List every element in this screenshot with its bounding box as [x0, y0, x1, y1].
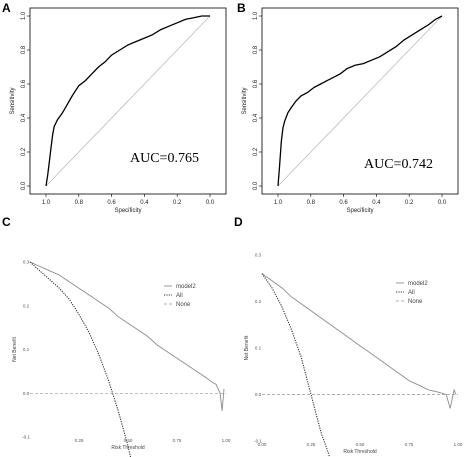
panel-b-y-tick-label: 0.2 [253, 147, 259, 156]
panel-b-letter: B [237, 1, 246, 15]
panel-b-plot: 1.0 0.8 0.6 0.4 0.2 0.0 0.0 0.2 0.4 0.6 0.8 1.0 Spec… [242, 11, 447, 214]
panel-b-x-tick-label: 0.4 [372, 200, 381, 206]
panel-d-legend-label: None [408, 299, 423, 305]
panel-b-auc-annotation: AUC=0.742 [364, 157, 433, 172]
panel-c: C 0.25 0.50 0.75 1.00 -0.1 0.0 0.1 0.2 0.3 Risk T… [2, 215, 231, 457]
panel-a-y-tick-label: 0.4 [21, 113, 27, 122]
panel-d-plot: 0.00 0.25 0.50 0.75 1.00 -0.1 0.0 0.1 0.2 0.3 Risk… [244, 253, 463, 457]
panel-a-y-tick-label: 0.8 [21, 45, 27, 54]
panel-c-x-tick-label: 1.00 [222, 438, 231, 443]
panel-c-plot: 0.25 0.50 0.75 1.00 -0.1 0.0 0.1 0.2 0.3 Risk Thr… [12, 260, 231, 457]
panel-d-legend-label: model2 [408, 281, 428, 287]
panel-b-x-tick-label: 0.8 [307, 200, 316, 206]
panel-a-y-tick-label: 1.0 [21, 11, 27, 20]
panel-a-x-tick-label: 0.2 [173, 200, 182, 206]
panel-b-x-tick-label: 1.0 [274, 200, 283, 206]
panel-b-y-tick-label: 1.0 [253, 11, 259, 20]
panel-c-legend-label: None [176, 302, 191, 308]
panel-c-legend-label: model2 [176, 284, 196, 290]
panel-c-y-tick-label: 0.3 [23, 260, 30, 265]
panel-c-x-axis-label: Risk Threshold [111, 445, 144, 451]
panel-d-y-tick-label: 0.0 [255, 392, 262, 397]
panel-d-y-tick-label: -0.1 [254, 439, 262, 444]
panel-b-x-axis-label: Specificity [346, 208, 373, 214]
panel-d-y-axis-label: Net Benefit [244, 335, 250, 360]
panel-d-x-tick-label: 1.00 [454, 442, 463, 447]
panel-c-legend-label: All [176, 293, 183, 299]
panel-a-letter: A [2, 1, 11, 15]
panel-a-y-tick-label: 0.2 [21, 147, 27, 156]
panel-d-x-tick-label: 0.75 [405, 442, 414, 447]
panel-b-y-tick-label: 0.4 [253, 113, 259, 122]
panel-c-y-tick-label: 0.2 [23, 303, 30, 308]
panel-a-y-tick-label: 0.6 [21, 79, 27, 88]
panel-a: A 1.0 0.8 0.6 0.4 0.2 0.0 0.0 0.2 0.4 0.6 0.8 1.0 Sp… [2, 1, 227, 214]
panel-b-plot-box [261, 7, 459, 195]
panel-d-legend-label: All [408, 290, 415, 296]
panel-c-y-tick-label: 0.1 [23, 347, 30, 352]
panel-d-series-all [261, 273, 331, 457]
panel-c-letter: C [2, 215, 11, 229]
panel-a-plot-box [29, 7, 227, 195]
panel-a-x-tick-label: 0.6 [107, 200, 116, 206]
panel-c-y-axis-label: Net Benefit [12, 337, 18, 362]
panel-b-y-tick-label: 0.0 [253, 181, 259, 190]
panel-d-letter: D [234, 215, 243, 229]
panel-d-series-model2 [261, 273, 457, 409]
panel-d: D 0.00 0.25 0.50 0.75 1.00 -0.1 0.0 0.1 0.2 0.3 Ri… [234, 215, 463, 457]
panel-a-x-tick-label: 0.0 [206, 200, 215, 206]
panel-d-x-axis-label: Risk Threshold [343, 449, 376, 455]
panel-c-y-tick-label: -0.1 [22, 435, 30, 440]
panel-b-y-tick-label: 0.8 [253, 45, 259, 54]
panel-a-x-tick-label: 0.4 [140, 200, 149, 206]
panel-d-y-tick-label: 0.3 [255, 253, 262, 258]
panel-a-y-tick-label: 0.0 [21, 181, 27, 190]
panel-d-y-tick-label: 0.1 [255, 346, 262, 351]
panel-c-x-tick-label: 0.25 [75, 438, 84, 443]
panel-c-y-tick-label: 0.0 [23, 391, 30, 396]
panel-b-y-tick-label: 0.6 [253, 79, 259, 88]
panel-c-x-tick-label: 0.50 [124, 438, 133, 443]
panel-c-series-all [29, 261, 132, 457]
panel-d-y-tick-label: 0.2 [255, 299, 262, 304]
panel-d-x-tick-label: 0.50 [356, 442, 365, 447]
panel-d-x-tick-label: 0.25 [307, 442, 316, 447]
panel-c-series-model2 [29, 261, 225, 411]
panel-b-x-tick-label: 0.2 [405, 200, 414, 206]
panel-a-auc-annotation: AUC=0.765 [130, 151, 199, 166]
panel-a-roc-curve [45, 15, 210, 187]
panel-c-x-tick-label: 0.75 [173, 438, 182, 443]
panel-b: B 1.0 0.8 0.6 0.4 0.2 0.0 0.0 0.2 0.4 0.6 0.8 1.0 Sp… [237, 1, 459, 214]
panel-b-y-axis-label: Sensitivity [242, 87, 248, 114]
panel-d-x-tick-label: 0.00 [258, 442, 267, 447]
panel-b-x-tick-label: 0.6 [339, 200, 348, 206]
panel-a-plot: 1.0 0.8 0.6 0.4 0.2 0.0 0.0 0.2 0.4 0.6 0.8 1.0 Spec… [10, 11, 215, 214]
panel-b-x-tick-label: 0.0 [438, 200, 447, 206]
panel-a-x-axis-label: Specificity [114, 208, 141, 214]
panel-a-x-tick-label: 1.0 [42, 200, 51, 206]
panel-b-roc-curve [277, 15, 443, 187]
panel-a-y-axis-label: Sensitivity [10, 87, 16, 114]
panel-a-x-tick-label: 0.8 [75, 200, 84, 206]
panel-b-reference-line [277, 15, 443, 187]
panel-a-reference-line [45, 15, 211, 187]
